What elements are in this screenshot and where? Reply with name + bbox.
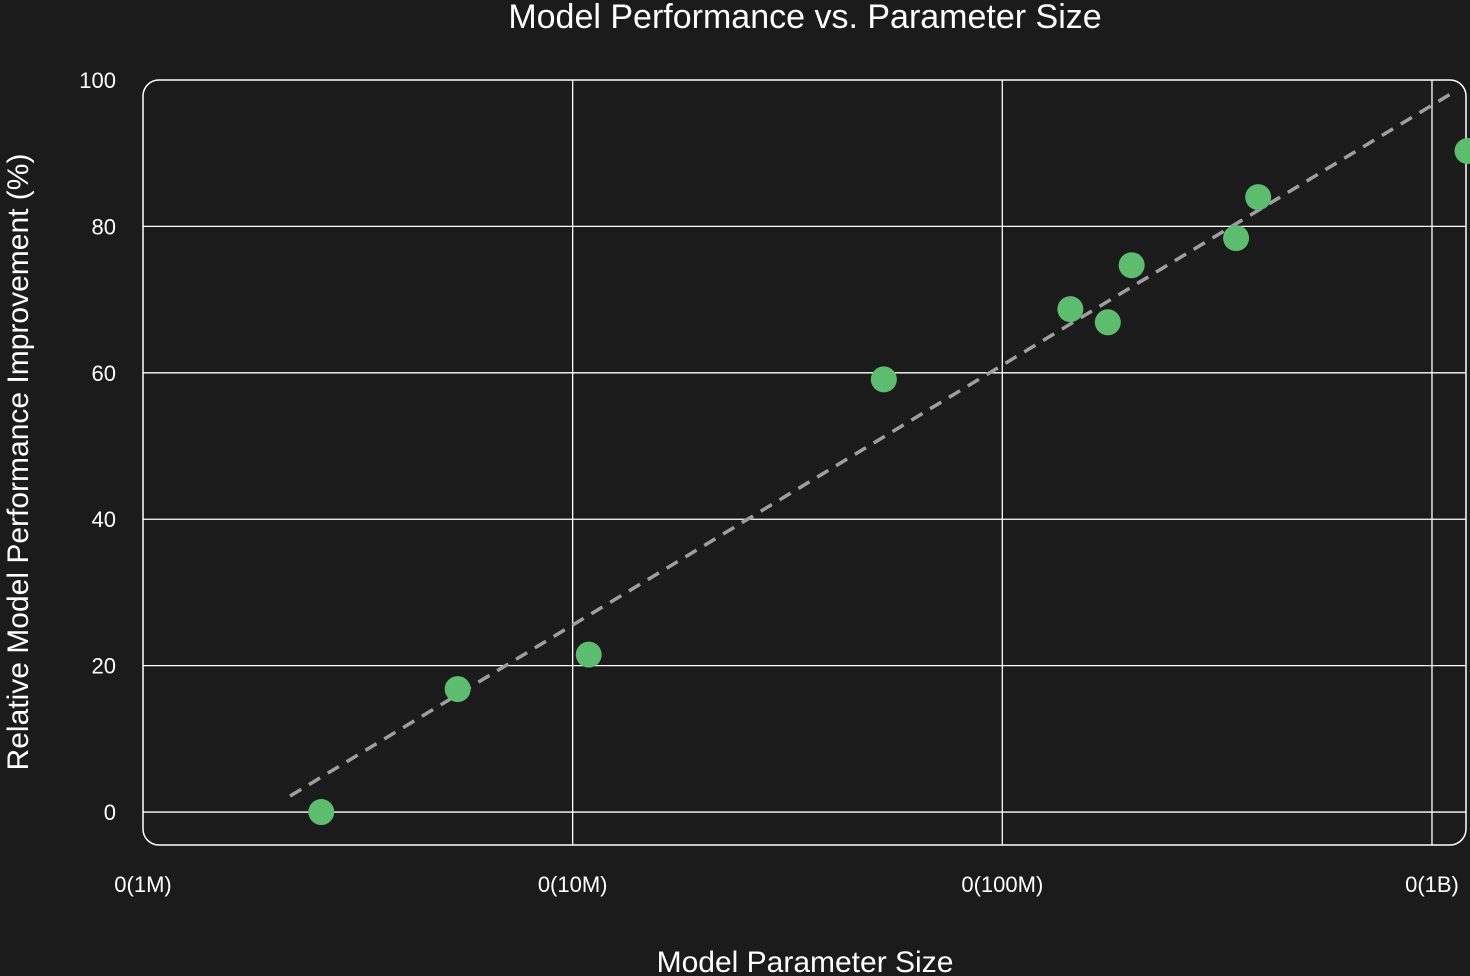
- x-tick-label: 0(1M): [114, 872, 171, 897]
- data-point: [1094, 309, 1121, 336]
- y-tick-label: 20: [92, 654, 116, 679]
- y-axis-label: Relative Model Performance Improvement (…: [2, 154, 35, 771]
- data-points: [308, 138, 1470, 826]
- data-point: [1454, 138, 1470, 165]
- data-point: [870, 366, 897, 393]
- data-point: [1245, 184, 1272, 211]
- y-tick-label: 40: [92, 507, 116, 532]
- x-axis-ticks: 0(1M) 0(10M) 0(100M) 0(1B): [114, 872, 1459, 897]
- data-point: [444, 676, 471, 703]
- grid-lines: [143, 80, 1466, 845]
- plot-area-frame: [142, 79, 1467, 846]
- x-axis-label: Model Parameter Size: [657, 946, 954, 976]
- y-tick-label: 100: [79, 68, 116, 93]
- y-axis-ticks: 0 20 40 60 80 100: [79, 68, 116, 825]
- x-tick-label: 0(10M): [538, 872, 608, 897]
- data-point: [1057, 296, 1084, 323]
- x-tick-label: 0(1B): [1405, 872, 1459, 897]
- data-point: [308, 799, 335, 826]
- x-tick-label: 0(100M): [961, 872, 1043, 897]
- data-point: [1118, 252, 1145, 279]
- chart-title: Model Performance vs. Parameter Size: [508, 0, 1101, 36]
- data-point: [1223, 225, 1250, 252]
- y-tick-label: 0: [104, 800, 116, 825]
- data-point: [575, 641, 602, 668]
- y-tick-label: 60: [92, 361, 116, 386]
- y-tick-label: 80: [92, 214, 116, 239]
